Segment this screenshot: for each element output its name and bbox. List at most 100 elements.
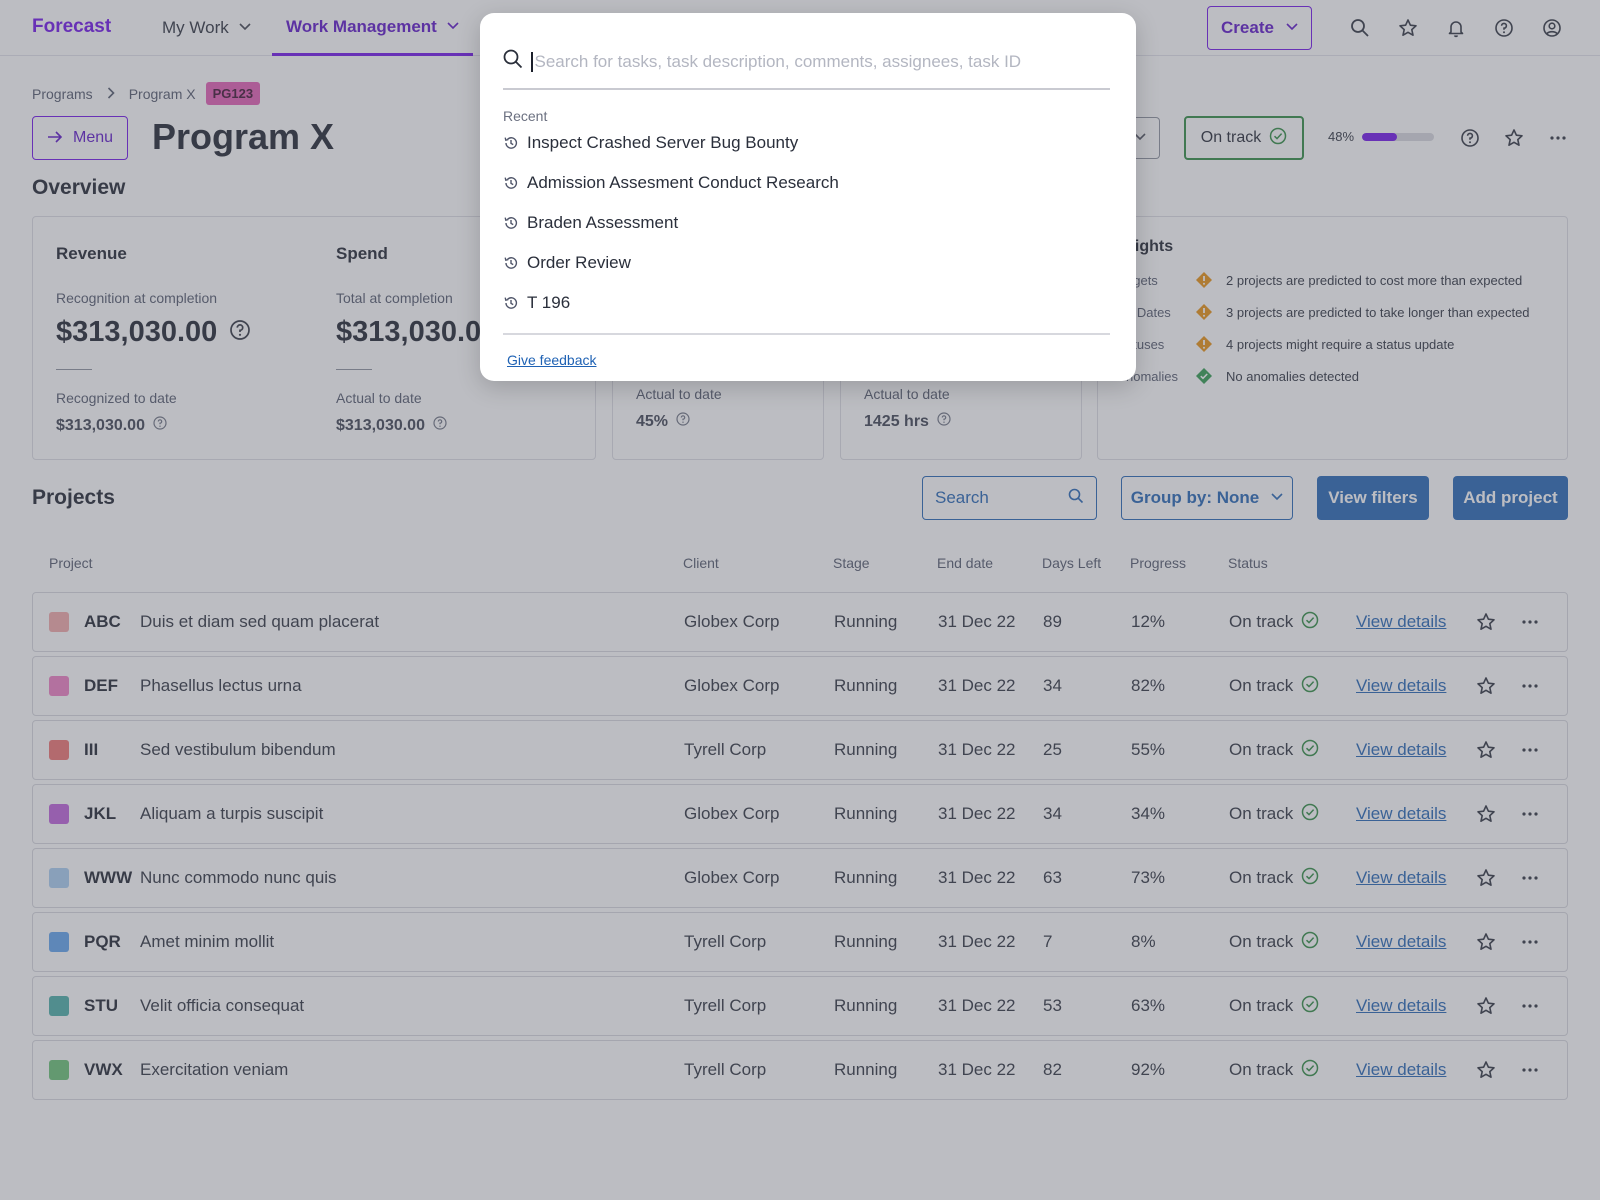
global-search-field[interactable] <box>503 35 1110 90</box>
project-stage: Running <box>834 740 898 759</box>
more-icon[interactable] <box>1520 913 1540 971</box>
project-name[interactable]: Phasellus lectus urna <box>140 676 302 695</box>
column-header-client[interactable]: Client <box>683 555 719 571</box>
view-details-link[interactable]: View details <box>1356 612 1447 631</box>
star-icon[interactable] <box>1476 785 1496 843</box>
global-search-input[interactable] <box>534 51 1105 72</box>
search-icon[interactable] <box>1348 16 1372 40</box>
app-logo[interactable]: Forecast <box>32 16 112 37</box>
star-icon[interactable] <box>1476 849 1496 907</box>
star-icon[interactable] <box>1396 16 1420 40</box>
help-icon[interactable] <box>1458 126 1482 150</box>
view-details-link[interactable]: View details <box>1356 932 1447 951</box>
project-color-swatch <box>49 932 69 952</box>
column-header-days-left[interactable]: Days Left <box>1042 555 1102 571</box>
recent-search-item[interactable]: Inspect Crashed Server Bug Bounty <box>503 133 798 153</box>
revenue-label: Recognition at completion <box>56 290 218 306</box>
question-icon[interactable] <box>229 316 251 349</box>
bell-icon[interactable] <box>1444 16 1468 40</box>
question-icon[interactable] <box>937 412 951 431</box>
project-name[interactable]: Amet minim mollit <box>140 932 275 951</box>
view-details-link[interactable]: View details <box>1356 804 1447 823</box>
project-color-cell <box>49 913 69 971</box>
question-icon[interactable] <box>153 416 167 435</box>
recent-search-item[interactable]: Admission Assesment Conduct Research <box>503 173 839 193</box>
recent-search-item[interactable]: Braden Assessment <box>503 213 678 233</box>
project-client: Tyrell Corp <box>684 996 767 1015</box>
star-icon[interactable] <box>1476 977 1496 1035</box>
account-icon[interactable] <box>1540 16 1564 40</box>
table-row[interactable]: STU Velit officia consequat Tyrell Corp Run… <box>32 976 1568 1036</box>
header-dropdown[interactable] <box>1120 117 1160 159</box>
table-row[interactable]: WWW Nunc commodo nunc quis Globex Corp Runn… <box>32 848 1568 908</box>
group-by-select[interactable]: Group by: None <box>1121 476 1293 520</box>
add-project-button[interactable]: Add project <box>1453 476 1568 520</box>
project-search-input[interactable]: Search <box>922 476 1097 520</box>
column-header-status[interactable]: Status <box>1228 555 1268 571</box>
more-icon[interactable] <box>1520 849 1540 907</box>
check-circle-icon <box>1301 931 1319 954</box>
nav-tab-work-management[interactable]: Work Management <box>272 0 473 56</box>
table-row[interactable]: ABC Duis et diam sed quam placerat Globex … <box>32 592 1568 652</box>
recent-search-item[interactable]: T 196 <box>503 293 570 313</box>
table-row[interactable]: DEF Phasellus lectus urna Globex Corp Runni… <box>32 656 1568 716</box>
more-icon[interactable] <box>1520 785 1540 843</box>
project-name[interactable]: Nunc commodo nunc quis <box>140 868 337 887</box>
view-details-link[interactable]: View details <box>1356 676 1447 695</box>
star-icon[interactable] <box>1502 126 1526 150</box>
table-row[interactable]: JKL Aliquam a turpis suscipit Globex Corp R… <box>32 784 1568 844</box>
project-days-left: 34 <box>1043 804 1062 823</box>
star-icon[interactable] <box>1476 721 1496 779</box>
help-icon[interactable] <box>1492 16 1516 40</box>
breadcrumb-programs[interactable]: Programs <box>32 85 93 102</box>
project-status-label: On track <box>1229 868 1294 887</box>
view-details-link[interactable]: View details <box>1356 740 1447 759</box>
nav-tab-my-work[interactable]: My Work <box>162 0 251 56</box>
column-header-progress[interactable]: Progress <box>1130 555 1187 571</box>
view-details-link[interactable]: View details <box>1356 868 1447 887</box>
status-button[interactable]: On track <box>1184 116 1304 160</box>
project-color-swatch <box>49 612 69 632</box>
project-status-label: On track <box>1229 996 1294 1015</box>
project-name[interactable]: Exercitation veniam <box>140 1060 289 1079</box>
project-name[interactable]: Sed vestibulum bibendum <box>140 740 336 759</box>
star-icon[interactable] <box>1476 657 1496 715</box>
project-stage: Running <box>834 676 898 695</box>
star-icon[interactable] <box>1476 1041 1496 1099</box>
star-icon[interactable] <box>1476 913 1496 971</box>
project-name[interactable]: Duis et diam sed quam placerat <box>140 612 380 631</box>
project-progress: 8% <box>1131 932 1156 951</box>
more-icon[interactable] <box>1520 977 1540 1035</box>
column-header-stage[interactable]: Stage <box>833 555 870 571</box>
spend-value-2-row: $313,030.00 <box>336 416 586 435</box>
history-icon <box>503 255 519 271</box>
project-name[interactable]: Aliquam a turpis suscipit <box>140 804 324 823</box>
recent-search-item[interactable]: Order Review <box>503 253 631 273</box>
question-icon[interactable] <box>433 416 447 435</box>
table-row[interactable]: III Sed vestibulum bibendum Tyrell Corp Run… <box>32 720 1568 780</box>
table-row[interactable]: PQR Amet minim mollit Tyrell Corp Running 31… <box>32 912 1568 972</box>
more-icon[interactable] <box>1520 593 1540 651</box>
more-icon[interactable] <box>1520 657 1540 715</box>
give-feedback-link[interactable]: Give feedback <box>507 352 597 368</box>
chevron-down-icon <box>239 22 251 34</box>
breadcrumb-current[interactable]: Program X <box>128 85 196 102</box>
more-icon[interactable] <box>1520 721 1540 779</box>
project-end-date: 31 Dec 22 <box>938 868 1016 887</box>
star-icon[interactable] <box>1476 593 1496 651</box>
question-icon[interactable] <box>676 412 690 431</box>
more-icon[interactable] <box>1546 126 1570 150</box>
create-button[interactable]: Create <box>1207 6 1312 50</box>
view-details-link[interactable]: View details <box>1356 996 1447 1015</box>
menu-button[interactable]: Menu <box>32 116 128 160</box>
insight-row[interactable]: d Dates 3 projects are predicted to take… <box>1126 302 1530 322</box>
more-icon[interactable] <box>1520 1041 1540 1099</box>
view-filters-button[interactable]: View filters <box>1317 476 1429 520</box>
insight-row[interactable]: nomalies No anomalies detected <box>1126 366 1359 386</box>
revenue-label-2: Recognized to date <box>56 390 177 406</box>
table-row[interactable]: VWX Exercitation veniam Tyrell Corp Running… <box>32 1040 1568 1100</box>
view-details-link[interactable]: View details <box>1356 1060 1447 1079</box>
column-header-end-date[interactable]: End date <box>937 555 994 571</box>
project-name[interactable]: Velit officia consequat <box>140 996 305 1015</box>
column-header-project[interactable]: Project <box>49 555 93 571</box>
